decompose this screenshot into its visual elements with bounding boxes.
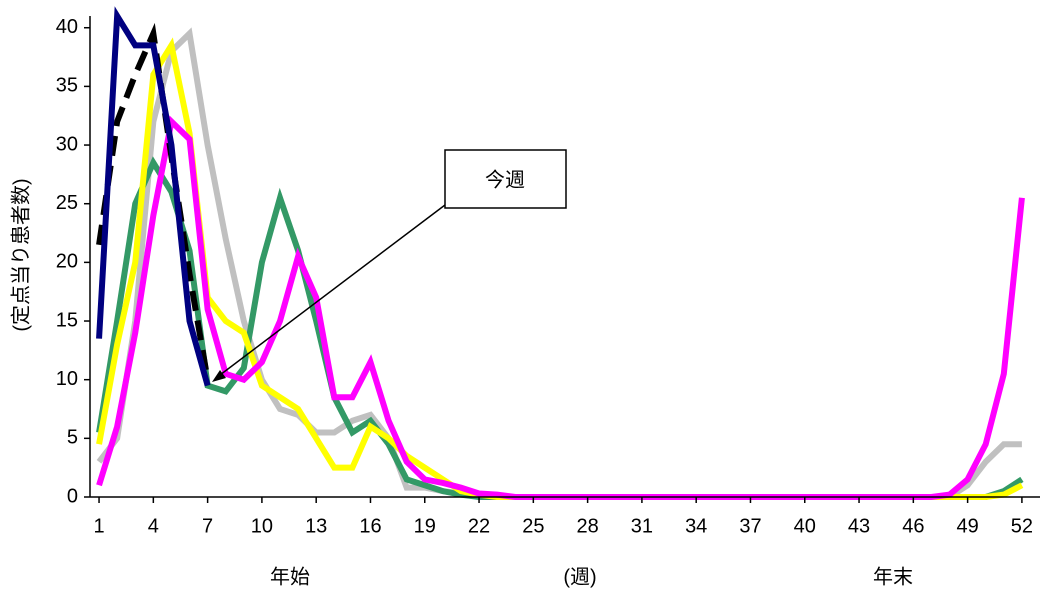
y-tick-label: 30 bbox=[56, 133, 78, 155]
y-axis-label: (定点当り患者数) bbox=[9, 178, 32, 331]
x-tick-label: 52 bbox=[1011, 515, 1033, 537]
arrow-head bbox=[212, 370, 226, 382]
x-tick-label: 31 bbox=[631, 515, 653, 537]
x-tick-label: 25 bbox=[522, 515, 544, 537]
x-tick-label: 37 bbox=[739, 515, 761, 537]
annotation-box bbox=[444, 149, 567, 209]
y-tick-label: 40 bbox=[56, 16, 78, 38]
series-line bbox=[96, 27, 1022, 500]
x-start-label: 年始 bbox=[270, 565, 310, 588]
plot-area bbox=[96, 6, 1025, 500]
y-tick-label: 15 bbox=[56, 309, 78, 331]
series-line bbox=[96, 37, 1024, 500]
y-tick-label: 25 bbox=[56, 192, 78, 214]
x-tick-label: 34 bbox=[685, 515, 707, 537]
x-tick-label: 4 bbox=[148, 515, 159, 537]
x-tick-label: 19 bbox=[414, 515, 436, 537]
x-tick-label: 43 bbox=[848, 515, 870, 537]
x-tick-label: 49 bbox=[956, 515, 978, 537]
annotation-text: 今週 bbox=[485, 168, 525, 191]
y-tick-label: 5 bbox=[67, 427, 78, 449]
y-tick-label: 0 bbox=[67, 485, 78, 507]
x-axis-label: (週) bbox=[563, 565, 596, 588]
y-tick-label: 20 bbox=[56, 251, 78, 273]
y-tick-label: 35 bbox=[56, 75, 78, 97]
x-tick-label: 10 bbox=[251, 515, 273, 537]
x-tick-label: 16 bbox=[359, 515, 381, 537]
y-tick-label: 10 bbox=[56, 368, 78, 390]
x-tick-label: 1 bbox=[93, 515, 104, 537]
x-tick-label: 22 bbox=[468, 515, 490, 537]
x-tick-label: 28 bbox=[576, 515, 598, 537]
x-tick-label: 13 bbox=[305, 515, 327, 537]
series-line bbox=[96, 22, 211, 381]
annotation-arrow bbox=[215, 204, 446, 379]
x-tick-label: 7 bbox=[202, 515, 213, 537]
x-tick-label: 46 bbox=[902, 515, 924, 537]
series-line bbox=[96, 6, 211, 387]
x-end-label: 年末 bbox=[873, 565, 913, 588]
x-tick-label: 40 bbox=[794, 515, 816, 537]
